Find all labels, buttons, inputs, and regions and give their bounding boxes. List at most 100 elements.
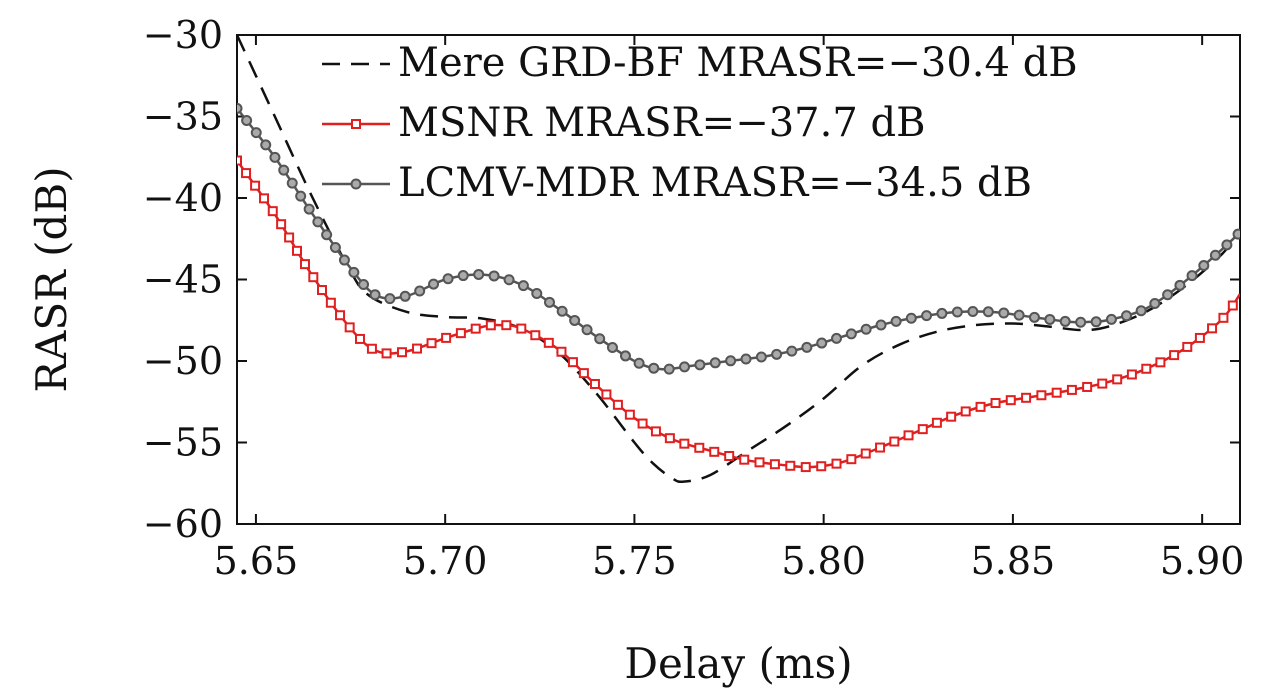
series-point <box>771 348 783 360</box>
series-point <box>241 168 252 179</box>
series-line <box>237 35 1240 484</box>
legend-label: MSNR MRASR=−37.7 dB <box>398 100 925 146</box>
y-axis: −60 −55 −50 −45 −40 −35 −30 <box>143 13 1240 546</box>
legend-entry: MSNR MRASR=−37.7 dB <box>322 100 925 146</box>
legend: Mere GRD-BF MRASR=−30.4 dB MSNR MRASR=−37… <box>322 40 1078 206</box>
series-none-0 <box>237 35 1240 484</box>
series-point <box>786 345 798 357</box>
series-point <box>321 229 333 241</box>
series-point <box>269 151 281 163</box>
series-point <box>601 389 612 400</box>
series-point <box>679 361 691 373</box>
series-point <box>754 457 765 468</box>
series-point <box>325 297 336 308</box>
series-point <box>286 177 298 189</box>
series-point <box>414 285 426 297</box>
series-point <box>543 296 555 308</box>
series-point <box>316 285 327 296</box>
legend-label: LCMV-MDR MRASR=−34.5 dB <box>398 160 1032 206</box>
series-point <box>1075 316 1087 328</box>
series-point <box>990 398 1001 409</box>
series-point <box>619 350 631 362</box>
series-point <box>381 348 392 359</box>
series-point <box>917 424 928 435</box>
series-point <box>1066 384 1077 395</box>
series-point <box>485 320 496 331</box>
series-point <box>569 314 581 326</box>
series-point <box>1232 228 1240 240</box>
series-point <box>967 305 979 317</box>
series-point <box>396 347 407 358</box>
legend-entry: LCMV-MDR MRASR=−34.5 dB <box>322 160 1032 206</box>
series-point <box>860 448 871 459</box>
series-point <box>1149 298 1161 310</box>
series-point <box>890 315 902 327</box>
series-point <box>946 411 957 422</box>
series-point <box>384 293 396 305</box>
series-point <box>800 462 811 473</box>
legend-entry: Mere GRD-BF MRASR=−30.4 dB <box>322 40 1078 86</box>
x-axis-title: Delay (ms) <box>624 639 852 688</box>
series-point <box>975 401 986 412</box>
y-tick-label: −60 <box>143 502 223 546</box>
series-point <box>1162 289 1174 301</box>
series-point <box>1120 310 1132 322</box>
series-point <box>1169 350 1180 361</box>
series-point <box>303 203 315 215</box>
series-point <box>1186 270 1198 282</box>
series-point <box>354 333 365 344</box>
series-point <box>348 266 360 278</box>
y-tick-label: −55 <box>143 421 223 465</box>
series-point <box>1013 309 1025 321</box>
series-point <box>831 332 843 344</box>
series-point <box>1005 395 1016 406</box>
series-point <box>237 155 242 166</box>
series-point <box>250 180 261 191</box>
series-point <box>903 430 914 441</box>
series-point <box>905 312 917 324</box>
series-point <box>694 359 706 371</box>
y-tick-label: −50 <box>143 339 223 383</box>
series-point <box>740 353 752 365</box>
series-point <box>951 306 963 318</box>
series-point <box>412 343 423 354</box>
series-point <box>531 287 543 299</box>
series-point <box>1194 332 1205 343</box>
series-point <box>960 406 971 417</box>
series-point <box>846 454 857 465</box>
series-point <box>455 328 466 339</box>
series-point <box>1082 381 1093 392</box>
series-point <box>1227 300 1238 311</box>
series-point <box>931 417 942 428</box>
y-tick-label: −45 <box>143 258 223 302</box>
series-point <box>278 164 290 176</box>
series-point <box>998 307 1010 319</box>
series-point <box>250 127 262 139</box>
series-point <box>739 454 750 465</box>
series-point <box>982 306 994 318</box>
series-point <box>237 102 243 114</box>
series-point <box>845 328 857 340</box>
series-point <box>663 363 675 375</box>
series-point <box>831 458 842 469</box>
series-point <box>335 310 346 321</box>
series-point <box>1105 313 1117 325</box>
series-point <box>567 357 578 368</box>
series-point <box>501 320 512 331</box>
legend-label: Mere GRD-BF MRASR=−30.4 dB <box>398 40 1078 86</box>
series-point <box>637 418 648 429</box>
series-point <box>694 442 705 453</box>
series-point <box>358 278 370 290</box>
series-point <box>530 330 541 341</box>
series-point <box>769 459 780 470</box>
series-point <box>473 268 485 280</box>
series-point <box>299 259 310 270</box>
series-point <box>1097 378 1108 389</box>
series-point <box>329 241 341 253</box>
series-point <box>1059 315 1071 327</box>
series-point <box>1051 387 1062 398</box>
series-point <box>578 368 589 379</box>
series-point <box>1182 341 1193 352</box>
series-point <box>556 305 568 317</box>
